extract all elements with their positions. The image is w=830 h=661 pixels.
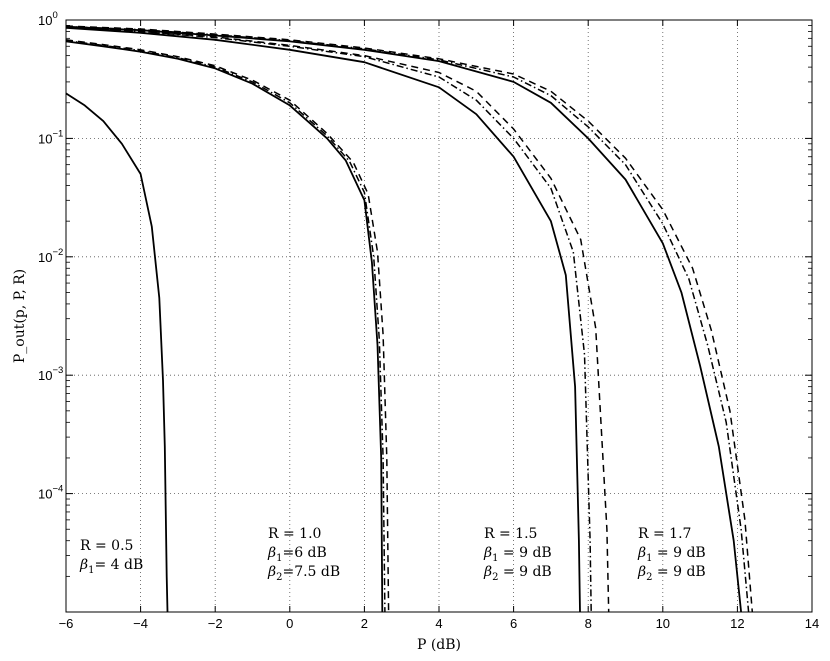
x-tick-label: 2: [361, 616, 368, 631]
x-tick-label: 10: [656, 616, 670, 631]
data-series: [65, 25, 754, 613]
series-line-dashed: [65, 25, 754, 613]
x-tick-label: −4: [133, 616, 148, 631]
annotation-line: β1= 4 dB: [79, 557, 143, 576]
axis-ticks: −6 −4 −2 0 2 4 6 8 10 12 14 100 10−1 10−2 10−3 10−4: [38, 10, 819, 631]
series-line-solid: [65, 92, 169, 613]
y-tick-label: 10−2: [38, 247, 63, 265]
x-tick-label: 4: [435, 616, 442, 631]
annotation-line: β2 = 9 dB: [483, 564, 552, 583]
y-tick-label: 10−4: [38, 484, 63, 502]
x-tick-label: 14: [805, 616, 819, 631]
series-line-solid: [65, 26, 581, 613]
annotation-line: β1 = 9 dB: [637, 545, 706, 564]
annotation-line: R = 0.5: [80, 538, 133, 554]
y-axis-label: P_out(p, P, R): [12, 269, 28, 363]
annotation-line: R = 1.5: [484, 526, 537, 542]
series-line-solid: [65, 40, 384, 613]
y-tick-label: 10−3: [38, 365, 63, 383]
x-tick-label: −6: [59, 616, 74, 631]
annotation-line: β1 = 9 dB: [483, 545, 552, 564]
series-line-solid: [65, 25, 742, 613]
series-line-dashed: [65, 39, 390, 613]
x-axis-label: P (dB): [417, 637, 461, 653]
axis-labels: P (dB) P_out(p, P, R): [12, 269, 461, 653]
annotation-line: R = 1.0: [268, 526, 321, 542]
x-tick-label: 0: [286, 616, 293, 631]
x-tick-label: 8: [585, 616, 592, 631]
annotation-line: β1=6 dB: [267, 545, 327, 564]
y-tick-label: 100: [38, 10, 58, 28]
y-tick-label: 10−1: [38, 128, 63, 146]
annotation-line: R = 1.7: [638, 526, 691, 542]
annotation-line: β2 = 9 dB: [637, 564, 706, 583]
x-tick-label: 6: [510, 616, 517, 631]
grid-lines: [66, 20, 812, 612]
x-tick-label: 12: [730, 616, 744, 631]
annotation-line: β2=7.5 dB: [267, 564, 340, 583]
series-line-dashed: [65, 26, 610, 613]
x-tick-label: −2: [208, 616, 223, 631]
